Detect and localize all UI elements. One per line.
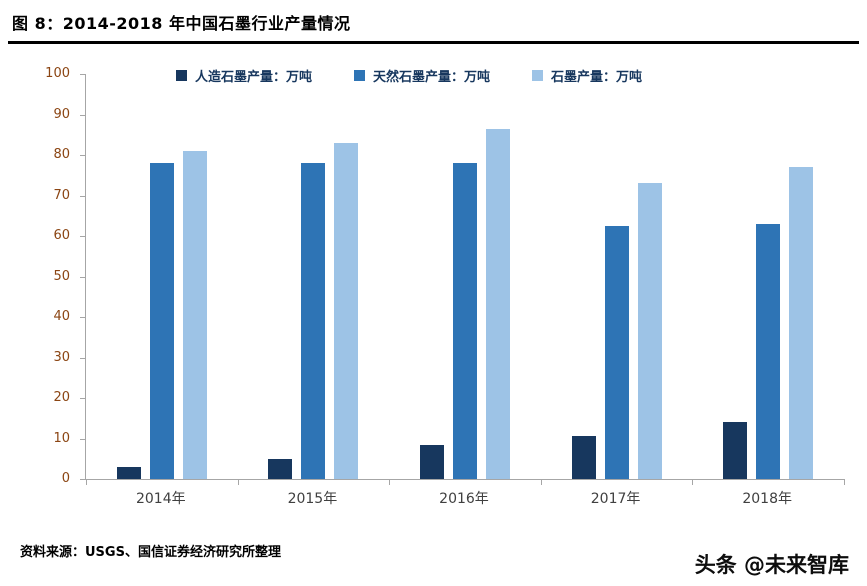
bar: [268, 458, 293, 479]
y-tick-label: 20: [53, 390, 70, 405]
bar-group: [238, 74, 390, 479]
y-tick-mark: [80, 479, 86, 480]
x-axis-labels: 2014年 2015年 2016年 2017年 2018年: [85, 488, 843, 508]
y-tick-label: 90: [53, 106, 70, 122]
legend-swatch: [175, 70, 187, 81]
bar: [723, 422, 748, 479]
figure-header: 图 8：2014-2018 年中国石墨行业产量情况: [0, 0, 867, 34]
y-tick-label: 30: [53, 349, 70, 365]
y-tick-mark: [80, 195, 86, 197]
x-tick-mark: [237, 479, 239, 485]
x-tick-label: 2017年: [590, 491, 641, 507]
bar: [485, 128, 510, 479]
bar-chart: 人造石墨产量：万吨 天然石墨产量：万吨 石墨产量：万吨 0 10 20 30 40 50 60 7…: [30, 58, 845, 520]
chart-legend: 人造石墨产量：万吨 天然石墨产量：万吨 石墨产量：万吨: [30, 66, 788, 85]
bar: [334, 142, 359, 479]
bar: [571, 436, 596, 479]
source-note: 资料来源：USGS、国信证券经济研究所整理: [20, 545, 281, 560]
bar-group: [389, 74, 541, 479]
x-tick-label: 2014年: [135, 491, 186, 507]
bar: [789, 167, 814, 479]
x-tick-mark: [692, 479, 694, 485]
figure-title: 图 8：2014-2018 年中国石墨行业产量情况: [12, 14, 351, 33]
title-divider: [8, 41, 859, 44]
y-tick-label: 80: [53, 147, 70, 162]
y-tick-label: 40: [53, 309, 70, 324]
bar: [149, 163, 174, 479]
watermark: 头条 @未来智库: [694, 553, 849, 577]
bar: [604, 225, 629, 479]
bar-group: [541, 74, 693, 479]
bar: [452, 163, 477, 479]
plot-area: [80, 74, 845, 485]
bar: [756, 223, 781, 479]
legend-label: 天然石墨产量：万吨: [372, 70, 490, 85]
y-axis: 0 10 20 30 40 50 60 70 80 90 100: [30, 58, 78, 520]
x-tick-mark: [844, 479, 845, 485]
bar: [116, 466, 141, 479]
legend-label: 人造石墨产量：万吨: [194, 70, 312, 85]
x-tick-label: 2018年: [742, 491, 792, 507]
x-tick-mark: [540, 479, 542, 485]
legend-item: 天然石墨产量：万吨: [353, 66, 490, 85]
y-tick-mark: [80, 114, 86, 116]
bar: [182, 150, 207, 479]
legend-item: 石墨产量：万吨: [532, 66, 642, 85]
y-tick-mark: [80, 236, 86, 237]
legend-swatch: [532, 70, 543, 81]
x-tick-mark: [389, 479, 391, 485]
y-tick-label: 10: [53, 430, 70, 446]
x-tick-label: 2015年: [287, 491, 338, 507]
y-tick-label: 50: [53, 268, 70, 284]
y-tick-mark: [80, 155, 86, 156]
y-tick-label: 100: [45, 66, 70, 81]
y-tick-mark: [80, 398, 86, 399]
bar: [419, 444, 444, 479]
bar-group: [86, 74, 238, 479]
legend-label: 石墨产量：万吨: [551, 70, 643, 85]
legend-swatch: [353, 70, 365, 81]
y-tick-mark: [80, 357, 86, 359]
y-tick-mark: [80, 438, 86, 440]
x-tick-mark: [86, 479, 87, 485]
y-tick-label: 70: [53, 187, 70, 203]
y-tick-mark: [80, 74, 86, 75]
y-tick-label: 60: [53, 228, 70, 243]
bar-group: [692, 74, 844, 479]
bar: [301, 163, 326, 479]
y-tick-label: 0: [61, 471, 70, 486]
bar: [637, 183, 662, 479]
y-tick-mark: [80, 317, 86, 318]
x-tick-label: 2016年: [439, 491, 489, 507]
y-tick-mark: [80, 276, 86, 278]
bar-groups: [86, 74, 844, 479]
legend-item: 人造石墨产量：万吨: [175, 66, 312, 85]
